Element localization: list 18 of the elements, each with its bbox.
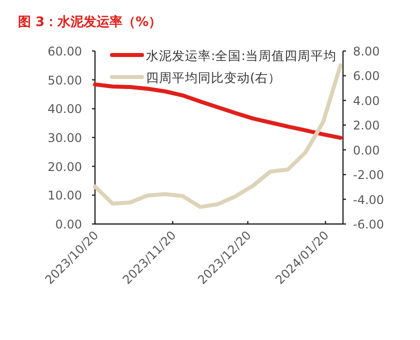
y2-tick-label: -6.00 [353, 218, 384, 232]
y2-tick-label: -2.00 [353, 168, 384, 182]
y-tick-label: 40.00 [48, 102, 82, 116]
y2-tick-label: 6.00 [353, 69, 380, 84]
legend-label: 水泥发运率:全国:当周值四周平均 [146, 48, 336, 63]
legend-label: 四周平均同比变动(右） [146, 70, 281, 85]
y2-tick-label: 0.00 [353, 143, 380, 158]
chart-title: 图 3：水泥发运率（%） [18, 14, 162, 30]
y2-tick-label: 4.00 [353, 94, 380, 108]
y-tick-label: 0.00 [55, 218, 82, 232]
y2-tick-label: 8.00 [353, 44, 380, 58]
y-tick-label: 50.00 [48, 73, 82, 88]
y2-tick-label: 2.00 [353, 118, 380, 133]
y-tick-label: 30.00 [48, 131, 82, 145]
y-tick-label: 60.00 [48, 44, 82, 58]
y-tick-label: 20.00 [48, 160, 82, 174]
y-tick-label: 10.00 [48, 188, 82, 203]
y2-tick-label: -4.00 [353, 192, 384, 207]
